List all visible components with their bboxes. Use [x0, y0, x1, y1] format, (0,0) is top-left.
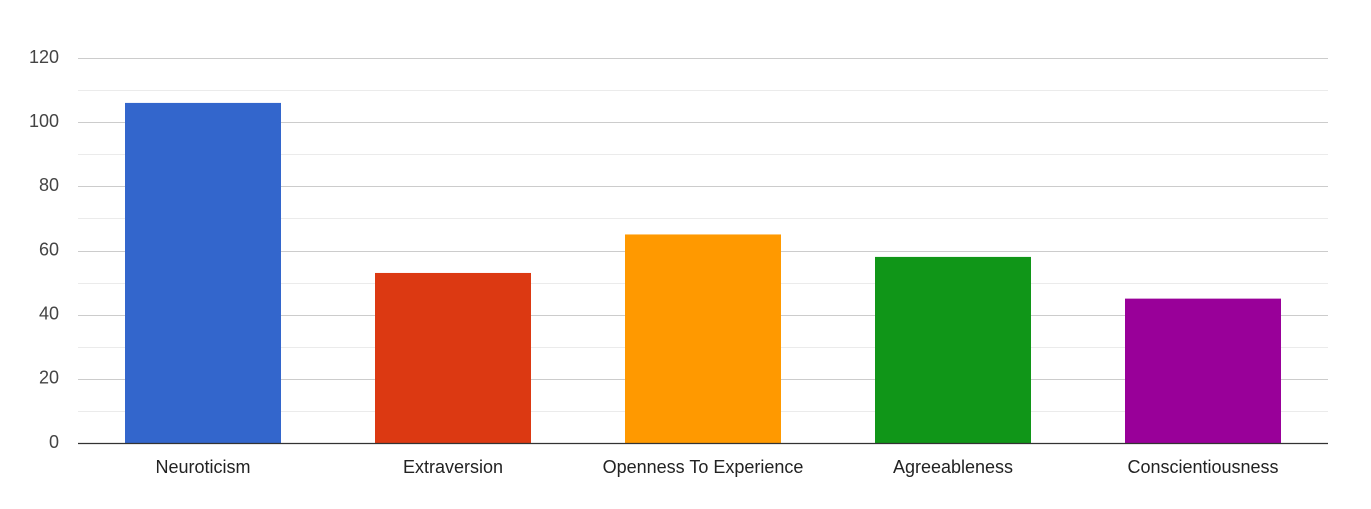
- bar-layer: [125, 102, 1281, 444]
- bar-neuroticism: [125, 102, 281, 444]
- bar-conscientiousness: [1125, 298, 1281, 443]
- x-category-label: Openness To Experience: [603, 457, 804, 477]
- y-tick-label: 100: [29, 111, 59, 131]
- y-tick-label: 120: [29, 47, 59, 67]
- x-category-label: Agreeableness: [893, 457, 1013, 477]
- bar-agreeableness: [875, 256, 1031, 443]
- x-category-label: Conscientiousness: [1127, 457, 1278, 477]
- y-tick-label: 40: [39, 303, 59, 323]
- bar-openness-to-experience: [625, 234, 781, 443]
- y-tick-label: 20: [39, 368, 59, 388]
- y-tick-label: 80: [39, 175, 59, 195]
- y-tick-label: 0: [49, 432, 59, 452]
- label-layer: 0 20 40 60 80 100 120 Neuroticism Extraversion Op…: [29, 47, 1279, 477]
- bar-extraversion: [375, 272, 531, 443]
- y-tick-label: 60: [39, 239, 59, 259]
- x-category-label: Neuroticism: [155, 457, 250, 477]
- x-category-label: Extraversion: [403, 457, 503, 477]
